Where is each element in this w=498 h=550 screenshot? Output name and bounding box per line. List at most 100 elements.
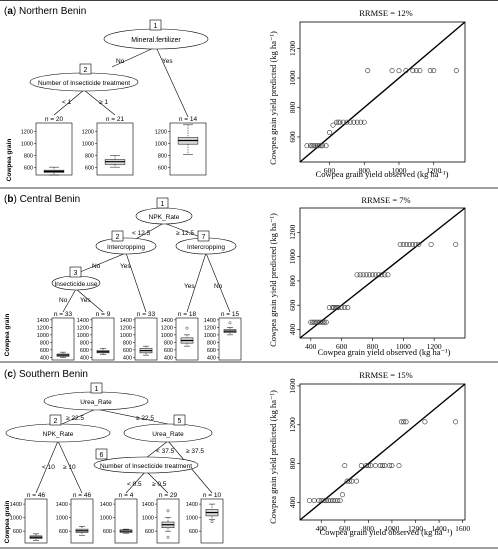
leaf-frame: [218, 317, 242, 361]
leaf-y-tick-label: 1000: [37, 333, 49, 339]
leaf-y-tick-label: 600: [189, 529, 198, 535]
data-point: [363, 272, 369, 278]
data-point: [401, 419, 407, 425]
x-tick-label: 800: [359, 166, 371, 175]
y-tick-label: 1000: [288, 70, 297, 85]
panel-b: (b) Central Benin 1 NPK_Rate 2 Intercrop…: [4, 194, 466, 361]
leaf-frame: [96, 122, 134, 176]
leaf-y-tick-label: 1400: [204, 318, 216, 324]
leaf-count: n = 18: [178, 311, 197, 318]
scatter-plot: 600 800 1000 1200 600 800 1000 1200: [288, 21, 466, 175]
leaf-y-tick-label: 800: [164, 340, 173, 346]
data-point: [397, 241, 403, 247]
data-point: [389, 68, 395, 74]
leaf-count: n = 46: [27, 492, 46, 499]
data-point: [349, 478, 355, 484]
panel-title: (a) Northern Benin: [4, 6, 86, 17]
y-tick-label: 600: [288, 299, 297, 311]
leaf-y-tick-label: 1000: [155, 142, 167, 148]
leaf-count: n = 14: [179, 116, 198, 123]
data-point: [323, 143, 329, 149]
leaf-y-tick-label: 1000: [100, 516, 112, 522]
leaf-y-tick-label: 1400: [161, 318, 173, 324]
x-tick-label: 1400: [432, 524, 447, 533]
chart-title: RRMSE = 15%: [359, 370, 412, 380]
edge-label: No: [92, 263, 101, 270]
node-number: 7: [202, 234, 206, 241]
panel-a: (a) Northern Benin 1 Mineral.fertilizer …: [4, 6, 466, 181]
data-point: [342, 463, 348, 469]
data-point: [385, 272, 391, 278]
leaf-y-tick-label: 1400: [77, 318, 89, 324]
data-point: [321, 498, 327, 504]
leaf-frame: [91, 317, 115, 361]
leaf-count: n = 46: [73, 492, 92, 499]
x-tick-label: 600: [336, 342, 348, 351]
x-tick-label: 1000: [392, 166, 407, 175]
node-label: Insecticide.use: [55, 281, 98, 288]
leaf-y-tick-label: 600: [13, 529, 22, 535]
data-point: [306, 498, 312, 504]
data-point: [335, 498, 341, 504]
node-number: 3: [74, 270, 78, 277]
data-point: [346, 478, 352, 484]
data-point: [413, 68, 419, 74]
edge-label: < 12.5: [132, 230, 151, 237]
leaf-frame: [24, 498, 48, 544]
leaf-y-tick-label: 800: [85, 154, 94, 160]
data-point: [410, 68, 416, 74]
leaf-y-tick-label: 600: [24, 166, 33, 172]
leaf-y-tick-label: 600: [123, 348, 132, 354]
data-point: [345, 305, 351, 311]
data-point: [387, 463, 393, 469]
tree-node: [93, 456, 199, 474]
data-point: [417, 68, 423, 74]
edge-label: ≥ 1: [99, 99, 108, 106]
data-point: [453, 241, 459, 247]
data-point: [344, 119, 350, 125]
data-point: [316, 143, 322, 149]
data-point: [396, 463, 402, 469]
leaf-y-tick-label: 1000: [186, 516, 198, 522]
x-tick-label: 1200: [426, 166, 441, 175]
data-point: [368, 463, 374, 469]
leaf-count: n = 20: [45, 116, 64, 123]
outlier-point: [228, 321, 232, 325]
data-point: [377, 463, 383, 469]
decision-tree: 1 NPK_Rate 2 Intercropping 3 Insecticide…: [51, 197, 237, 313]
y-tick-label: 1000: [288, 249, 297, 264]
data-point: [313, 143, 319, 149]
leaf-y-tick-label: 1400: [56, 502, 68, 508]
outlier-point: [166, 535, 170, 539]
leaf-count: n = 15: [221, 311, 240, 318]
node-number: 2: [84, 67, 88, 74]
data-point: [309, 143, 315, 149]
y-tick-label: 1200: [288, 41, 297, 56]
panel-title: (b) Central Benin: [4, 194, 80, 205]
data-point: [379, 272, 385, 278]
plot-frame: [299, 207, 466, 339]
data-point: [351, 119, 357, 125]
data-point: [400, 241, 406, 247]
node-label: Urea_Rate: [152, 431, 184, 438]
decision-tree: 1 Urea_Rate 2 NPK_Rate 5 Urea_Rate 6 Num…: [5, 382, 213, 494]
leaf-frame: [51, 317, 75, 361]
plot-frame: [299, 21, 466, 163]
edge-label: ≥ 0.5: [152, 481, 167, 488]
leaf-y-tick-label: 1200: [120, 325, 132, 331]
data-point: [358, 463, 364, 469]
leaf-y-tick-label: 1400: [120, 318, 132, 324]
leaf-count: n = 33: [137, 311, 156, 318]
tree-node: [123, 423, 213, 443]
data-point: [416, 241, 422, 247]
leaf-y-tick-label: 1000: [204, 333, 216, 339]
data-point: [357, 272, 363, 278]
leaf-frame: [200, 498, 224, 544]
leaf-y-tick-label: 600: [103, 529, 112, 535]
leaf-boxplots: n = 20 1200 1000 800 600 n = 21 1200 1000 800 600…: [21, 116, 207, 176]
leaf-count: n = 4: [119, 492, 134, 499]
leaf-y-tick-label: 800: [24, 154, 33, 160]
data-point: [453, 419, 459, 425]
leaf-y-tick-label: 1000: [161, 333, 173, 339]
